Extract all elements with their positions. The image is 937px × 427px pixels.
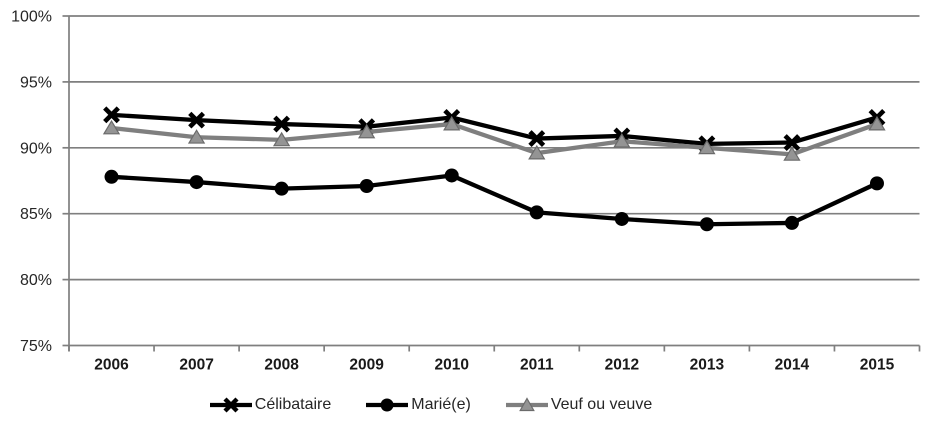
circle-marker — [699, 217, 714, 232]
x-tick-label: 2011 — [520, 357, 554, 374]
legend-label-veuf: Veuf ou veuve — [550, 396, 653, 413]
x-tick-label: 2014 — [775, 357, 810, 374]
triangle-marker — [102, 119, 121, 135]
legend-label-celibataire: Célibataire — [254, 396, 332, 413]
legend-item-celibataire: Célibataire — [209, 395, 331, 415]
x-tick-label: 2007 — [179, 357, 213, 374]
x-tick-label: 2010 — [434, 357, 468, 374]
x-marker — [528, 130, 546, 148]
circle-marker — [104, 169, 119, 184]
x-tick-label: 2008 — [264, 357, 299, 374]
y-tick-label: 95% — [20, 74, 52, 91]
x-tick-label: 2012 — [605, 357, 639, 374]
circle-marker — [189, 175, 204, 190]
x-tick-label: 2006 — [94, 357, 129, 374]
circle-marker — [444, 168, 459, 183]
y-tick-label: 75% — [20, 338, 52, 355]
circle-marker — [529, 205, 544, 220]
x-tick-label: 2009 — [349, 357, 384, 374]
triangle-marker — [272, 131, 291, 147]
circle-marker — [274, 181, 289, 196]
chart-legend: Célibataire Marié(e) Veuf ou veuve — [0, 383, 899, 427]
x-marker — [188, 111, 206, 129]
triangle-marker-swatch-icon — [505, 397, 548, 412]
triangle-marker — [358, 123, 376, 139]
x-tick-label: 2013 — [690, 357, 725, 374]
legend-item-veuf: Veuf ou veuve — [505, 395, 652, 415]
circle-marker — [869, 176, 884, 191]
series-line-0 — [111, 112, 878, 146]
circle-marker — [614, 211, 629, 226]
plot-area: 75% 80% 85% 90% 95% 100% 2006 2007 2008 2009 2010 2… — [11, 9, 921, 374]
series-line-2 — [111, 121, 878, 157]
x-marker — [783, 134, 801, 151]
triangle-marker — [783, 146, 801, 161]
circle-marker — [784, 215, 799, 230]
triangle-marker — [443, 115, 461, 131]
triangle-marker — [528, 144, 546, 160]
y-tick-label: 85% — [20, 206, 52, 223]
circle-marker-swatch-icon — [366, 398, 409, 412]
y-tick-label: 90% — [20, 140, 52, 157]
series-line-1 — [111, 173, 878, 227]
x-tick-label: 2015 — [860, 357, 895, 374]
circle-marker — [359, 179, 374, 194]
triangle-marker — [613, 133, 631, 148]
x-marker — [273, 115, 291, 133]
y-tick-label: 100% — [11, 9, 52, 26]
triangle-marker — [187, 129, 206, 144]
legend-label-marie: Marié(e) — [411, 396, 471, 413]
legend-item-marie: Marié(e) — [365, 395, 471, 415]
triangle-marker — [698, 139, 716, 155]
y-tick-label: 80% — [20, 272, 52, 289]
x-marker — [103, 106, 120, 124]
x-marker-swatch-icon — [209, 397, 252, 413]
triangle-marker — [868, 115, 886, 131]
